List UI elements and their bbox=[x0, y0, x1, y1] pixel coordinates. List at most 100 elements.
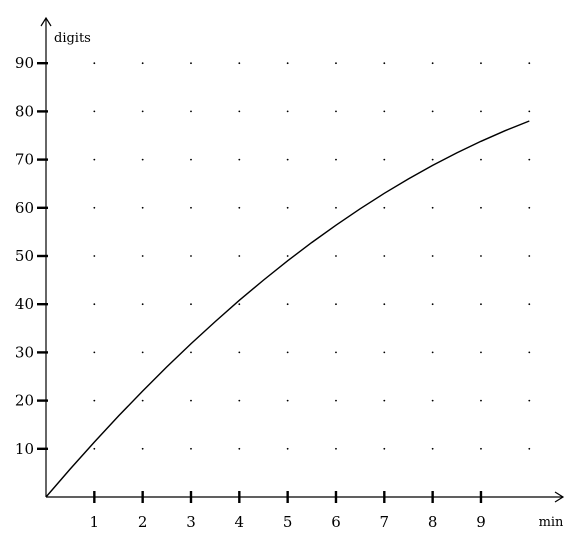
axes bbox=[40, 16, 565, 503]
grid-dot bbox=[238, 62, 241, 65]
y-axis-arrow-icon bbox=[40, 16, 52, 27]
grid-dot bbox=[286, 158, 289, 161]
grid-dot bbox=[93, 206, 96, 209]
grid-dot bbox=[335, 255, 337, 257]
x-axis-arrow-icon bbox=[554, 491, 565, 503]
grid-dot bbox=[238, 399, 241, 402]
grid-dot bbox=[141, 62, 144, 65]
grid-dot bbox=[286, 399, 289, 402]
grid-dot bbox=[383, 62, 386, 65]
grid-dot bbox=[383, 351, 386, 354]
grid-dot bbox=[286, 206, 289, 209]
grid-dot bbox=[93, 110, 96, 113]
grid-dot bbox=[286, 351, 289, 354]
grid-dot bbox=[238, 110, 241, 113]
grid-dot bbox=[190, 447, 192, 450]
grid-dot bbox=[431, 62, 434, 65]
y-tick-label: 80 bbox=[15, 102, 34, 120]
grid-dot bbox=[93, 399, 96, 402]
grid-dot bbox=[383, 110, 386, 113]
grid-dot bbox=[335, 351, 337, 354]
grid-dot bbox=[141, 110, 144, 113]
grid-dot bbox=[335, 399, 337, 402]
grid-dot bbox=[141, 303, 144, 306]
y-axis-title: digits bbox=[54, 31, 91, 46]
grid-dot bbox=[528, 110, 531, 113]
x-tick-label: 8 bbox=[428, 513, 438, 531]
grid-dot bbox=[93, 255, 96, 257]
grid-dot bbox=[528, 399, 531, 402]
grid-dot bbox=[383, 447, 386, 450]
grid-dot bbox=[190, 62, 192, 65]
grid-dot bbox=[431, 399, 434, 402]
grid-dot bbox=[93, 351, 96, 354]
grid-dot bbox=[141, 255, 144, 257]
grid-dot bbox=[383, 158, 386, 161]
grid-dot bbox=[431, 447, 434, 450]
y-tick-label: 10 bbox=[15, 440, 34, 458]
grid-dot bbox=[480, 447, 482, 450]
x-tick-label: 9 bbox=[476, 513, 486, 531]
y-tick-label: 60 bbox=[15, 199, 34, 217]
grid-dot bbox=[141, 351, 144, 354]
grid-dot bbox=[383, 399, 386, 402]
grid-dot bbox=[528, 303, 531, 306]
grid-dot bbox=[480, 206, 482, 209]
grid-dot bbox=[528, 255, 531, 257]
x-tick-label: 2 bbox=[138, 513, 148, 531]
grid-dot bbox=[141, 158, 144, 161]
grid-dot bbox=[383, 303, 386, 306]
y-tick-label: 40 bbox=[15, 295, 34, 313]
grid-dots bbox=[93, 62, 531, 450]
grid-dot bbox=[383, 255, 386, 257]
grid-dot bbox=[335, 447, 337, 450]
grid-dot bbox=[238, 303, 241, 306]
y-tick-label: 30 bbox=[15, 343, 34, 361]
grid-dot bbox=[335, 62, 337, 65]
x-tick-label: 6 bbox=[331, 513, 341, 531]
grid-dot bbox=[93, 303, 96, 306]
series-layer bbox=[45, 120, 530, 498]
grid-dot bbox=[141, 206, 144, 209]
grid-dot bbox=[93, 62, 96, 65]
grid-dot bbox=[528, 447, 531, 450]
grid-dot bbox=[528, 206, 531, 209]
grid-dot bbox=[431, 158, 434, 161]
x-tick-label: 3 bbox=[186, 513, 196, 531]
grid-dot bbox=[431, 303, 434, 306]
grid-dot bbox=[190, 303, 192, 306]
grid-dot bbox=[190, 110, 192, 113]
grid-dot bbox=[238, 447, 241, 450]
grid-dot bbox=[286, 110, 289, 113]
grid-dot bbox=[238, 206, 241, 209]
y-tick-label: 20 bbox=[15, 392, 34, 410]
y-tick-label: 50 bbox=[15, 247, 34, 265]
x-tick-label: 4 bbox=[235, 513, 245, 531]
grid-dot bbox=[190, 158, 192, 161]
x-axis-title: min bbox=[539, 515, 564, 530]
grid-dot bbox=[431, 255, 434, 257]
grid-dot bbox=[286, 255, 289, 257]
grid-dot bbox=[335, 206, 337, 209]
x-tick-label: 5 bbox=[283, 513, 293, 531]
grid-dot bbox=[190, 255, 192, 257]
x-tick-label: 7 bbox=[380, 513, 390, 531]
grid-dot bbox=[335, 303, 337, 306]
grid-dot bbox=[141, 447, 144, 450]
grid-dot bbox=[480, 62, 482, 65]
grid-dot bbox=[190, 351, 192, 354]
tick-labels: 1 2 3 4 5 6 7 8 9 10 20 30 40 50 60 70 80 90 bbox=[15, 54, 486, 531]
grid-dot bbox=[480, 255, 482, 257]
tick-marks bbox=[37, 62, 483, 503]
grid-dot bbox=[93, 447, 96, 450]
grid-dot bbox=[480, 158, 482, 161]
grid-dot bbox=[480, 303, 482, 306]
grid-dot bbox=[286, 303, 289, 306]
grid-dot bbox=[141, 399, 144, 402]
grid-dot bbox=[238, 255, 241, 257]
grid-dot bbox=[93, 158, 96, 161]
grid-dot bbox=[480, 110, 482, 113]
x-tick-label: 1 bbox=[90, 513, 100, 531]
